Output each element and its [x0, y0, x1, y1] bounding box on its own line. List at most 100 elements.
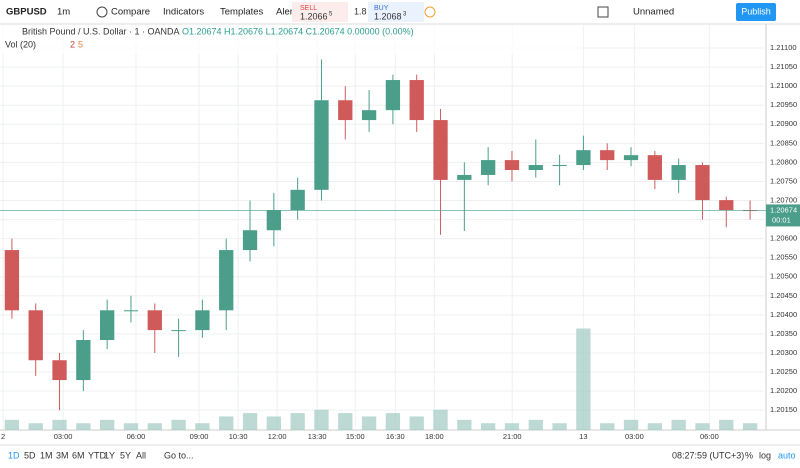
volume-bar [314, 409, 329, 430]
y-tick-label: 1.20300 [770, 348, 797, 357]
x-tick-label: 10:30 [229, 432, 248, 441]
candle-body [409, 80, 424, 121]
volume-bar [481, 423, 496, 430]
volume-bar [576, 328, 591, 430]
volume-bar [28, 423, 43, 430]
symbol[interactable]: GBPUSD [6, 7, 47, 18]
clock: 08:27:59 (UTC+3) [672, 450, 744, 460]
volume-bar [123, 423, 139, 430]
log-toggle[interactable]: log [759, 450, 771, 460]
volume-bar [219, 416, 234, 430]
candle-body [695, 165, 710, 201]
goto-button[interactable]: Go to... [164, 450, 194, 460]
candle-body [552, 165, 567, 167]
candle-body [338, 100, 353, 121]
range-button[interactable]: 5Y [120, 450, 131, 460]
templates-button[interactable]: Templates [220, 7, 264, 18]
buy-price: 1.2068 [374, 11, 402, 21]
last-price-box [766, 204, 800, 227]
range-button[interactable]: YTD [88, 450, 107, 460]
range-button[interactable]: 3M [56, 450, 69, 460]
range-button[interactable]: 5D [24, 450, 36, 460]
publish-box[interactable] [736, 3, 776, 21]
buy-box[interactable] [368, 2, 424, 22]
ohlc-values: O1.20674 H1.20676 L1.20674 C1.20674 0.00… [182, 26, 414, 36]
y-tick-label: 1.20350 [770, 329, 797, 338]
range-button[interactable]: All [136, 450, 146, 460]
volume-bar [504, 423, 520, 430]
last-price-label: 1.20674 [770, 205, 797, 214]
volume-bar [409, 416, 424, 430]
candle-body [52, 360, 67, 381]
y-tick-label: 1.20700 [770, 195, 797, 204]
checkbox[interactable] [597, 6, 609, 18]
candle-body [242, 230, 258, 251]
percent-toggle[interactable]: % [745, 450, 753, 460]
chart-title: British Pound / U.S. Dollar · 1 · OANDA [22, 26, 180, 36]
volume-bar [147, 423, 162, 430]
volume-bar [338, 413, 353, 430]
y-tick-label: 1.20850 [770, 138, 797, 147]
volume-bar [742, 423, 758, 430]
alert-button[interactable]: Aler [276, 7, 293, 18]
candle-body [504, 160, 520, 171]
candle-body [528, 165, 543, 171]
spread: 1.8 [354, 6, 367, 16]
candle-body [361, 110, 377, 121]
volume-bar [290, 413, 305, 430]
buy-pip: 3 [403, 12, 407, 18]
y-tick-label: 1.20800 [770, 157, 797, 166]
candle-body [266, 210, 281, 231]
volume-bar [647, 423, 662, 430]
candle-body [147, 310, 162, 331]
range-button[interactable]: 1D [8, 450, 20, 460]
volume-bar [457, 419, 472, 430]
volume-bar [76, 423, 91, 430]
range-button[interactable]: 1M [40, 450, 53, 460]
y-tick-label: 1.20500 [770, 272, 797, 281]
x-tick-label: 06:00 [127, 432, 146, 441]
y-tick-label: 1.20600 [770, 234, 797, 243]
volume-bar [266, 416, 281, 430]
sell-box[interactable] [292, 2, 348, 22]
volume-bar [385, 413, 401, 430]
y-tick-label: 1.20550 [770, 253, 797, 262]
buy-label: BUY [374, 5, 389, 12]
candle-body [623, 155, 639, 161]
candle-body [600, 150, 615, 161]
candle-body [481, 160, 496, 175]
x-tick-label: 03:00 [54, 432, 73, 441]
candle-body [171, 330, 186, 332]
x-tick-label: 06:00 [700, 432, 719, 441]
candle-body [4, 250, 20, 311]
volume-ma-value: 5 [78, 39, 83, 49]
x-tick-label: 12:00 [268, 432, 287, 441]
candle-body [100, 310, 115, 341]
candle-body [457, 174, 472, 180]
candle-body [671, 165, 686, 180]
indicators-button[interactable]: Indicators [163, 7, 204, 18]
range-button[interactable]: 6M [72, 450, 85, 460]
sell-pip: 5 [329, 12, 333, 18]
info-icon[interactable] [424, 6, 436, 18]
candle-body [385, 80, 401, 111]
publish-button[interactable]: Publish [741, 6, 771, 16]
range-button[interactable]: 1Y [104, 450, 115, 460]
candle-body [195, 310, 210, 331]
volume-bar [695, 423, 710, 430]
layout-name[interactable]: Unnamed [633, 7, 674, 18]
volume-bar [600, 423, 615, 430]
compare-button[interactable]: Compare [111, 7, 150, 18]
auto-toggle[interactable]: auto [778, 450, 796, 460]
volume-bar [4, 419, 20, 430]
y-tick-label: 1.20750 [770, 176, 797, 185]
x-tick-label: 13 [579, 432, 587, 441]
volume-bar [719, 419, 734, 430]
volume-bar [361, 416, 377, 430]
x-tick-label: 21:00 [503, 432, 522, 441]
volume-bar [100, 419, 115, 430]
candle-body [433, 120, 448, 180]
interval[interactable]: 1m [57, 7, 70, 18]
sell-label: SELL [300, 5, 317, 12]
